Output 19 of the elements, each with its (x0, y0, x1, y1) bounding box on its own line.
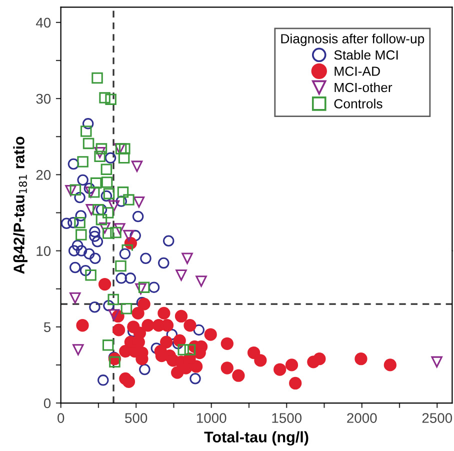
y-tick-label: 20 (36, 170, 51, 180)
y-tick-label: 10 (36, 246, 51, 256)
legend-label: Stable MCI (334, 50, 398, 60)
legend-title: Diagnosis after follow-up (281, 34, 424, 46)
y-tick-label: 30 (36, 94, 51, 104)
x-tick-label: 1000 (196, 413, 226, 423)
x-axis-title: Total-tau (ng/l) (204, 431, 308, 446)
x-tick-label: 2500 (422, 413, 452, 423)
legend-label: MCI-AD (334, 66, 380, 76)
y-tick-label: 5 (44, 322, 51, 332)
y-tick-label: 0 (44, 398, 51, 408)
x-tick-label: 500 (125, 413, 148, 423)
legend-label: MCI-other (334, 82, 392, 92)
y-tick-label: 40 (36, 18, 51, 28)
legend-label: Controls (334, 98, 382, 108)
y-axis-title: Aβ42/P-tau$_{181}$ ratio (13, 136, 28, 274)
x-tick-label: 0 (58, 413, 64, 423)
x-tick-label: 1500 (272, 413, 302, 423)
x-tick-label: 2000 (347, 413, 377, 423)
